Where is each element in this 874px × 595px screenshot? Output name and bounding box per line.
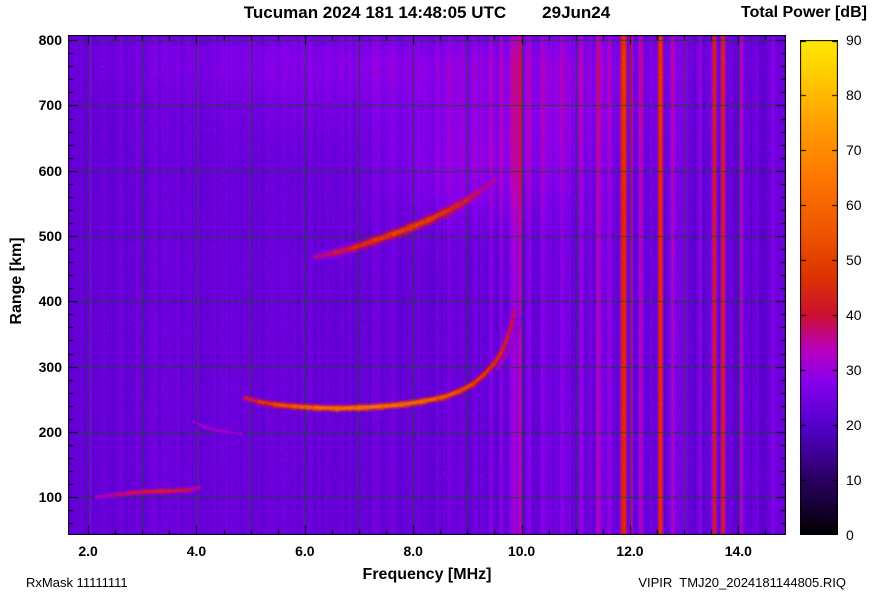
page-title: Tucuman 2024 181 14:48:05 UTC [243, 3, 507, 22]
colorbar-tick-label-10: 10 [846, 472, 862, 488]
x-tick-label-4.0: 4.0 [186, 543, 207, 559]
colorbar-tick-label-90: 90 [846, 32, 862, 48]
colorbar-tick-label-20: 20 [846, 417, 862, 433]
colorbar-tick-label-40: 40 [846, 307, 862, 323]
x-tick-label-2.0: 2.0 [78, 543, 98, 559]
colorbar-tick-label-80: 80 [846, 87, 862, 103]
filename-text: VIPIR TMJ20_2024181144805.RIQ [638, 575, 846, 590]
colorbar-tick-label-70: 70 [846, 142, 862, 158]
x-tick-label-12.0: 12.0 [616, 543, 644, 559]
y-tick-label-400: 400 [38, 293, 62, 310]
x-tick-label-14.0: 14.0 [724, 543, 752, 559]
colorbar-canvas [800, 40, 838, 535]
colorbar-tick-label-50: 50 [846, 252, 862, 268]
y-tick-label-500: 500 [38, 228, 62, 245]
y-tick-label-600: 600 [38, 162, 62, 179]
x-tick-label-10.0: 10.0 [507, 543, 536, 559]
x-tick-label-8.0: 8.0 [403, 543, 423, 559]
y-tick-label-100: 100 [38, 489, 62, 506]
title-date: 29Jun24 [542, 3, 611, 22]
colorbar-tick-label-30: 30 [846, 362, 862, 378]
colorbar-tick-label-60: 60 [846, 197, 862, 213]
frequency-axis-label: Frequency [MHz] [362, 566, 492, 583]
y-tick-label-300: 300 [38, 358, 62, 375]
ionogram-heatmap-canvas [68, 35, 786, 535]
y-tick-label-700: 700 [38, 97, 62, 114]
rxmask-text: RxMask 11111111 [26, 575, 128, 590]
title-row: Tucuman 2024 181 14:48:05 UTC 29Jun24 [68, 3, 786, 23]
x-tick-label-6.0: 6.0 [295, 543, 315, 559]
y-tick-label-800: 800 [38, 32, 62, 49]
colorbar-title: Total Power [dB] [741, 4, 867, 21]
colorbar-tick-label-0: 0 [846, 527, 854, 543]
y-tick-label-200: 200 [38, 423, 62, 440]
